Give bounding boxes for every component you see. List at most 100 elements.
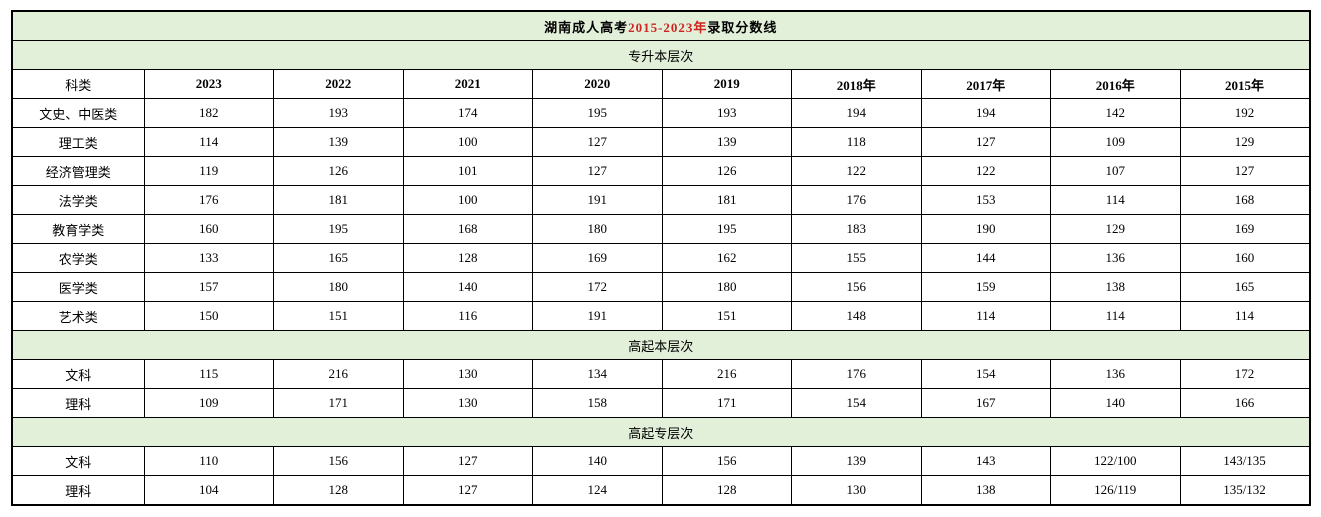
score-cell: 128 xyxy=(402,243,533,273)
score-cell: 181 xyxy=(661,185,792,215)
score-cell: 130 xyxy=(791,475,922,506)
category-column-header: 科类 xyxy=(11,69,145,99)
section-header: 高起专层次 xyxy=(11,417,1310,447)
year-column-header: 2016年 xyxy=(1050,69,1181,99)
year-column-header: 2015年 xyxy=(1179,69,1310,99)
year-column-header: 2023 xyxy=(143,69,274,99)
score-cell: 130 xyxy=(402,359,533,389)
score-cell: 122 xyxy=(791,156,922,186)
score-cell: 124 xyxy=(532,475,663,506)
score-cell: 114 xyxy=(1179,301,1310,331)
score-cell: 122 xyxy=(920,156,1051,186)
year-column-header: 2018年 xyxy=(791,69,922,99)
category-cell: 农学类 xyxy=(11,243,145,273)
score-cell: 169 xyxy=(1179,214,1310,244)
score-cell: 168 xyxy=(1179,185,1310,215)
score-cell: 135/132 xyxy=(1179,475,1310,506)
section-header: 高起本层次 xyxy=(11,330,1310,360)
score-cell: 195 xyxy=(532,98,663,128)
score-cell: 100 xyxy=(402,185,533,215)
score-cell: 193 xyxy=(273,98,404,128)
score-cell: 157 xyxy=(143,272,274,302)
score-cell: 126 xyxy=(273,156,404,186)
score-cell: 142 xyxy=(1050,98,1181,128)
table-row: 文史、中医类 182 193 174 195 193 194 194 142 192 xyxy=(11,98,1310,128)
section-row: 高起本层次 xyxy=(11,330,1310,360)
table-row: 教育学类 160 195 168 180 195 183 190 129 169 xyxy=(11,214,1310,244)
score-cell: 119 xyxy=(143,156,274,186)
score-cell: 180 xyxy=(273,272,404,302)
score-cell: 180 xyxy=(661,272,792,302)
score-cell: 143 xyxy=(920,446,1051,476)
score-cell: 176 xyxy=(143,185,274,215)
score-cell: 138 xyxy=(1050,272,1181,302)
score-cell: 176 xyxy=(791,185,922,215)
table-row: 医学类 157 180 140 172 180 156 159 138 165 xyxy=(11,272,1310,302)
score-cell: 107 xyxy=(1050,156,1181,186)
score-cell: 160 xyxy=(1179,243,1310,273)
score-cell: 139 xyxy=(273,127,404,157)
category-cell: 教育学类 xyxy=(11,214,145,244)
score-cell: 143/135 xyxy=(1179,446,1310,476)
title-suffix: 录取分数线 xyxy=(707,19,778,35)
table-row: 理科 109 171 130 158 171 154 167 140 166 xyxy=(11,388,1310,418)
score-cell: 195 xyxy=(661,214,792,244)
score-cell: 195 xyxy=(273,214,404,244)
score-cell: 156 xyxy=(661,446,792,476)
score-cell: 174 xyxy=(402,98,533,128)
score-cell: 126/119 xyxy=(1050,475,1181,506)
table-row: 文科 110 156 127 140 156 139 143 122/100 143/135 xyxy=(11,446,1310,476)
category-cell: 法学类 xyxy=(11,185,145,215)
column-header-row: 科类 2023 2022 2021 2020 2019 2018年 2017年 2016年 201… xyxy=(11,69,1310,99)
score-cell: 140 xyxy=(402,272,533,302)
score-cell: 140 xyxy=(532,446,663,476)
score-cell: 144 xyxy=(920,243,1051,273)
score-cell: 128 xyxy=(661,475,792,506)
score-cell: 153 xyxy=(920,185,1051,215)
score-cell: 162 xyxy=(661,243,792,273)
score-cell: 172 xyxy=(1179,359,1310,389)
category-cell: 理科 xyxy=(11,388,145,418)
table-row: 艺术类 150 151 116 191 151 148 114 114 114 xyxy=(11,301,1310,331)
score-cell: 114 xyxy=(1050,301,1181,331)
score-cell: 129 xyxy=(1179,127,1310,157)
score-cell: 156 xyxy=(273,446,404,476)
title-year-range: 2015-2023年 xyxy=(628,19,708,35)
title-row: 湖南成人高考2015-2023年录取分数线 xyxy=(11,10,1310,41)
table-row: 理工类 114 139 100 127 139 118 127 109 129 xyxy=(11,127,1310,157)
score-cell: 167 xyxy=(920,388,1051,418)
category-cell: 经济管理类 xyxy=(11,156,145,186)
score-cell: 127 xyxy=(1179,156,1310,186)
score-cell: 134 xyxy=(532,359,663,389)
year-column-header: 2017年 xyxy=(920,69,1051,99)
score-cell: 192 xyxy=(1179,98,1310,128)
score-cell: 109 xyxy=(1050,127,1181,157)
score-cell: 194 xyxy=(791,98,922,128)
score-cell: 109 xyxy=(143,388,274,418)
score-cell: 181 xyxy=(273,185,404,215)
score-cell: 169 xyxy=(532,243,663,273)
score-cell: 191 xyxy=(532,185,663,215)
score-cell: 114 xyxy=(920,301,1051,331)
category-cell: 文科 xyxy=(11,359,145,389)
table-row: 法学类 176 181 100 191 181 176 153 114 168 xyxy=(11,185,1310,215)
score-cell: 150 xyxy=(143,301,274,331)
score-cell: 151 xyxy=(273,301,404,331)
score-cell: 191 xyxy=(532,301,663,331)
score-cell: 133 xyxy=(143,243,274,273)
score-cell: 136 xyxy=(1050,243,1181,273)
score-cell: 126 xyxy=(661,156,792,186)
score-cell: 138 xyxy=(920,475,1051,506)
score-cell: 183 xyxy=(791,214,922,244)
score-cell: 101 xyxy=(402,156,533,186)
table-row: 农学类 133 165 128 169 162 155 144 136 160 xyxy=(11,243,1310,273)
score-cell: 115 xyxy=(143,359,274,389)
section-row: 高起专层次 xyxy=(11,417,1310,447)
category-cell: 医学类 xyxy=(11,272,145,302)
page-title: 湖南成人高考2015-2023年录取分数线 xyxy=(11,10,1310,41)
score-cell: 176 xyxy=(791,359,922,389)
score-cell: 127 xyxy=(920,127,1051,157)
score-cell: 190 xyxy=(920,214,1051,244)
year-column-header: 2019 xyxy=(661,69,792,99)
category-cell: 理工类 xyxy=(11,127,145,157)
